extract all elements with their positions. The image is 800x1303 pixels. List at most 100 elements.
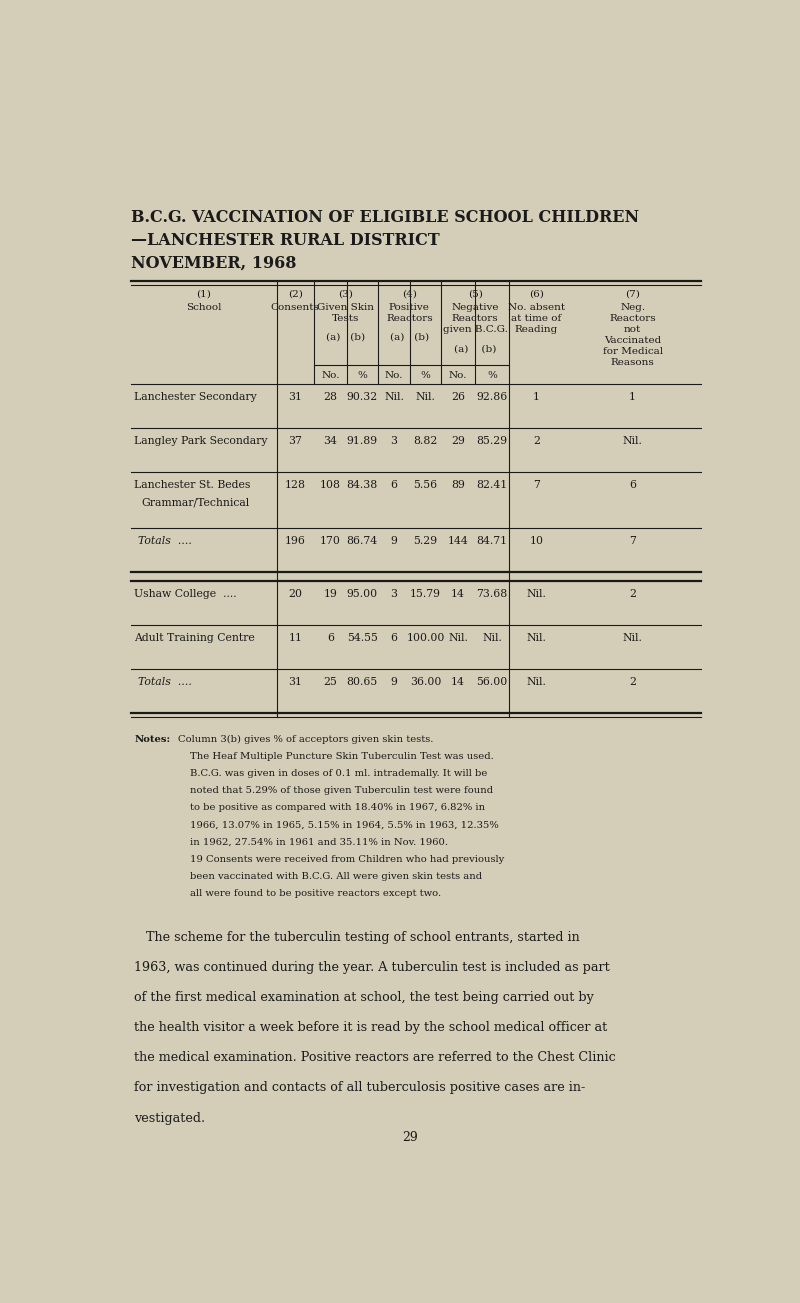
Text: 82.41: 82.41 [477, 481, 508, 490]
Text: 6: 6 [327, 633, 334, 642]
Text: 73.68: 73.68 [477, 589, 508, 599]
Text: 1: 1 [533, 392, 540, 403]
Text: 37: 37 [288, 437, 302, 447]
Text: 91.89: 91.89 [346, 437, 378, 447]
Text: (1): (1) [197, 289, 211, 298]
Text: Ushaw College  ....: Ushaw College .... [134, 589, 237, 599]
Text: (3): (3) [338, 289, 354, 298]
Text: Nil.: Nil. [622, 633, 642, 642]
Text: No.: No. [385, 371, 403, 380]
Text: 28: 28 [323, 392, 338, 403]
Text: the health visitor a week before it is read by the school medical officer at: the health visitor a week before it is r… [134, 1022, 607, 1035]
Text: 15.79: 15.79 [410, 589, 441, 599]
Text: Grammar/Technical: Grammar/Technical [142, 498, 250, 507]
Text: —LANCHESTER RURAL DISTRICT: —LANCHESTER RURAL DISTRICT [131, 232, 440, 249]
Text: Langley Park Secondary: Langley Park Secondary [134, 437, 267, 447]
Text: No.: No. [321, 371, 339, 380]
Text: Nil.: Nil. [415, 392, 435, 403]
Text: 1963, was continued during the year. A tuberculin test is included as part: 1963, was continued during the year. A t… [134, 962, 610, 975]
Text: 10: 10 [530, 536, 543, 546]
Text: 3: 3 [390, 437, 398, 447]
Text: 5.29: 5.29 [414, 536, 438, 546]
Text: all were found to be positive reactors except two.: all were found to be positive reactors e… [190, 889, 441, 898]
Text: Totals  ....: Totals .... [138, 678, 192, 687]
Text: 6: 6 [629, 481, 636, 490]
Text: B.C.G. VACCINATION OF ELIGIBLE SCHOOL CHILDREN: B.C.G. VACCINATION OF ELIGIBLE SCHOOL CH… [131, 208, 639, 225]
Text: (6): (6) [529, 289, 544, 298]
Text: 7: 7 [629, 536, 636, 546]
Text: 8.82: 8.82 [414, 437, 438, 447]
Text: 36.00: 36.00 [410, 678, 441, 687]
Text: Neg.
Reactors
not
Vaccinated
for Medical
Reasons: Neg. Reactors not Vaccinated for Medical… [602, 302, 662, 367]
Text: (a)    (b): (a) (b) [454, 345, 496, 354]
Text: 128: 128 [285, 481, 306, 490]
Text: Consents: Consents [271, 302, 320, 311]
Text: 2: 2 [629, 589, 636, 599]
Text: 196: 196 [285, 536, 306, 546]
Text: 84.71: 84.71 [477, 536, 508, 546]
Text: vestigated.: vestigated. [134, 1111, 206, 1124]
Text: for investigation and contacts of all tuberculosis positive cases are in-: for investigation and contacts of all tu… [134, 1081, 586, 1095]
Text: 19 Consents were received from Children who had previously: 19 Consents were received from Children … [190, 855, 504, 864]
Text: 95.00: 95.00 [346, 589, 378, 599]
Text: Nil.: Nil. [622, 437, 642, 447]
Text: The Heaf Multiple Puncture Skin Tuberculin Test was used.: The Heaf Multiple Puncture Skin Tubercul… [190, 752, 494, 761]
Text: Negative
Reactors
given B.C.G.: Negative Reactors given B.C.G. [442, 302, 507, 334]
Text: No. absent
at time of
Reading: No. absent at time of Reading [508, 302, 565, 334]
Text: Nil.: Nil. [482, 633, 502, 642]
Text: %: % [421, 371, 430, 380]
Text: Column 3(b) gives % of acceptors given skin tests.: Column 3(b) gives % of acceptors given s… [178, 735, 433, 744]
Text: 3: 3 [390, 589, 398, 599]
Text: 144: 144 [448, 536, 469, 546]
Text: 85.29: 85.29 [477, 437, 508, 447]
Text: 11: 11 [288, 633, 302, 642]
Text: 84.38: 84.38 [346, 481, 378, 490]
Text: 14: 14 [451, 589, 465, 599]
Text: Nil.: Nil. [526, 678, 546, 687]
Text: to be positive as compared with 18.40% in 1967, 6.82% in: to be positive as compared with 18.40% i… [190, 804, 485, 813]
Text: 31: 31 [288, 678, 302, 687]
Text: 108: 108 [320, 481, 341, 490]
Text: Lanchester Secondary: Lanchester Secondary [134, 392, 257, 403]
Text: (2): (2) [288, 289, 302, 298]
Text: (a)   (b): (a) (b) [390, 334, 429, 341]
Text: Adult Training Centre: Adult Training Centre [134, 633, 255, 642]
Text: 1966, 13.07% in 1965, 5.15% in 1964, 5.5% in 1963, 12.35%: 1966, 13.07% in 1965, 5.15% in 1964, 5.5… [190, 821, 498, 830]
Text: Lanchester St. Bedes: Lanchester St. Bedes [134, 481, 250, 490]
Text: NOVEMBER, 1968: NOVEMBER, 1968 [131, 254, 297, 272]
Text: No.: No. [449, 371, 467, 380]
Text: been vaccinated with B.C.G. All were given skin tests and: been vaccinated with B.C.G. All were giv… [190, 872, 482, 881]
Text: 26: 26 [451, 392, 465, 403]
Text: (a)   (b): (a) (b) [326, 334, 366, 341]
Text: 7: 7 [533, 481, 540, 490]
Text: 6: 6 [390, 633, 398, 642]
Text: 56.00: 56.00 [477, 678, 508, 687]
Text: 92.86: 92.86 [477, 392, 508, 403]
Text: (7): (7) [625, 289, 640, 298]
Text: 19: 19 [323, 589, 338, 599]
Text: 100.00: 100.00 [406, 633, 445, 642]
Text: (4): (4) [402, 289, 417, 298]
Text: %: % [487, 371, 497, 380]
Text: Nil.: Nil. [526, 633, 546, 642]
Text: 14: 14 [451, 678, 465, 687]
Text: Given Skin
Tests: Given Skin Tests [318, 302, 374, 323]
Text: Nil.: Nil. [384, 392, 404, 403]
Text: 25: 25 [323, 678, 338, 687]
Text: 86.74: 86.74 [346, 536, 378, 546]
Text: 2: 2 [533, 437, 540, 447]
Text: 80.65: 80.65 [346, 678, 378, 687]
Text: 20: 20 [288, 589, 302, 599]
Text: 29: 29 [402, 1131, 418, 1144]
Text: %: % [358, 371, 367, 380]
Text: 90.32: 90.32 [346, 392, 378, 403]
Text: the medical examination. Positive reactors are referred to the Chest Clinic: the medical examination. Positive reacto… [134, 1052, 616, 1065]
Text: 34: 34 [323, 437, 338, 447]
Text: noted that 5.29% of those given Tuberculin test were found: noted that 5.29% of those given Tubercul… [190, 787, 493, 795]
Text: Nil.: Nil. [526, 589, 546, 599]
Text: in 1962, 27.54% in 1961 and 35.11% in Nov. 1960.: in 1962, 27.54% in 1961 and 35.11% in No… [190, 838, 448, 847]
Text: Notes:: Notes: [134, 735, 170, 744]
Text: 5.56: 5.56 [414, 481, 438, 490]
Text: 54.55: 54.55 [347, 633, 378, 642]
Text: 89: 89 [451, 481, 465, 490]
